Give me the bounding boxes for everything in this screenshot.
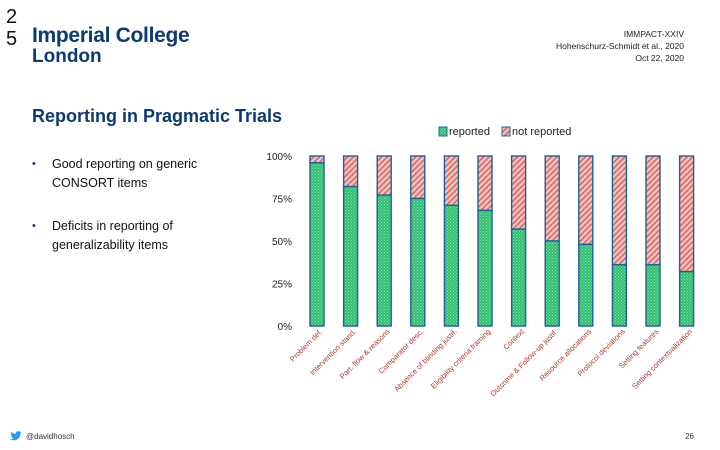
y-tick-label: 25%: [272, 280, 292, 291]
y-axis: 0% 25% 50% 75% 100%: [266, 152, 292, 333]
bar-not-reported: [578, 155, 594, 246]
bar-reported: [544, 240, 560, 327]
bar-not-reported: [443, 155, 460, 206]
slide-number: 2 5: [6, 6, 17, 50]
y-tick-label: 75%: [272, 195, 292, 206]
meta-date: Oct 22, 2020: [635, 53, 684, 63]
twitter-bird-icon: [10, 431, 22, 441]
bar-reported: [342, 185, 359, 327]
bar-not-reported: [410, 155, 426, 200]
bar-reported: [410, 197, 426, 327]
slide-number-line2: 5: [6, 28, 18, 50]
bar-not-reported: [376, 155, 392, 196]
x-tick-label: Absence of blinding justif.: [392, 327, 459, 394]
meta-event: IMMPACT-XXIV: [623, 29, 684, 39]
x-tick-label: Context: [501, 326, 526, 351]
logo-line1: Imperial College: [32, 24, 190, 47]
bar-reported: [443, 204, 460, 327]
slide-title: Reporting in Pragmatic Trials: [32, 106, 283, 126]
legend-swatch: [438, 126, 448, 137]
bullet-text: Good reporting on generic CONSORT items: [52, 157, 198, 190]
bar-reported: [678, 270, 695, 327]
bar-not-reported: [544, 155, 560, 242]
bar-not-reported: [477, 155, 493, 212]
y-tick-label: 50%: [272, 237, 292, 248]
legend-swatch: [501, 126, 511, 137]
bullet-marker: •: [32, 158, 36, 170]
bar-not-reported: [309, 155, 325, 164]
x-tick-label: Setting contextualization: [630, 327, 694, 391]
bar-reported: [578, 243, 594, 327]
imperial-college-logo: Imperial College London: [32, 24, 190, 67]
legend-label: not reported: [512, 126, 571, 138]
legend: reported not reported: [438, 126, 571, 138]
y-tick-label: 0%: [278, 322, 293, 333]
bars: [309, 155, 695, 327]
bar-reported: [376, 194, 392, 327]
x-tick-label: Eligibility criteria framing: [429, 327, 493, 391]
bar-reported: [477, 209, 493, 327]
meta-authors: Hohenschurz-Schmidt et al., 2020: [555, 41, 684, 51]
bar-not-reported: [510, 155, 527, 230]
logo-line2: London: [32, 46, 102, 67]
bar-reported: [611, 264, 628, 327]
x-axis-labels: Problem def.Intervention stand.Part. flo…: [288, 326, 694, 398]
bullet-marker: •: [32, 220, 36, 232]
bar-reported: [645, 264, 661, 327]
x-tick-label: Problem def.: [288, 327, 324, 363]
page-number: 26: [685, 432, 694, 441]
header-meta: IMMPACT-XXIV Hohenschurz-Schmidt et al.,…: [556, 28, 684, 64]
legend-label: reported: [449, 126, 490, 138]
twitter-credit: @davidhosch: [10, 431, 75, 441]
bar-not-reported: [611, 155, 628, 266]
bar-not-reported: [645, 155, 661, 266]
bar-reported: [309, 162, 325, 327]
bar-reported: [510, 228, 527, 327]
y-tick-label: 100%: [266, 152, 292, 163]
bar-not-reported: [678, 155, 695, 273]
bullet-text: Deficits in reporting of generalizabilit…: [52, 219, 173, 252]
slide-number-line1: 2: [6, 6, 18, 28]
twitter-handle: @davidhosch: [26, 431, 75, 441]
bar-not-reported: [342, 155, 359, 188]
x-tick-label: Outcome & Follow-up justif.: [488, 327, 559, 398]
